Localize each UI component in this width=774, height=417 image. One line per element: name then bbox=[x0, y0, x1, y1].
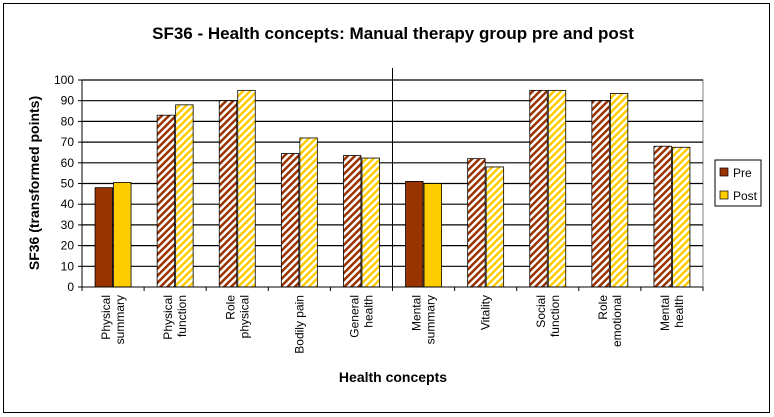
x-tick-label-line: Mental bbox=[658, 295, 672, 331]
x-tick-label-line: Social bbox=[534, 295, 548, 328]
x-tick-label: Generalhealth bbox=[347, 295, 375, 338]
legend-swatch-post bbox=[719, 190, 729, 200]
x-tick-label-line: health bbox=[672, 295, 686, 328]
x-tick-label-line: Role bbox=[596, 295, 610, 320]
bar-post bbox=[361, 157, 380, 288]
x-tick-label-line: summary bbox=[113, 295, 127, 344]
x-tick-label-line: Bodily pain bbox=[292, 295, 306, 354]
y-tick-label: 20 bbox=[61, 239, 75, 253]
bar-post bbox=[237, 89, 256, 288]
legend-swatch-pre bbox=[719, 167, 729, 177]
x-tick-label-line: health bbox=[361, 295, 375, 328]
y-tick-label: 40 bbox=[61, 197, 75, 211]
bar-post bbox=[672, 146, 691, 288]
x-tick-label: Vitality bbox=[479, 295, 493, 330]
x-tick-label-line: summary bbox=[424, 295, 438, 344]
y-tick-label: 50 bbox=[61, 177, 75, 191]
bar-pre bbox=[529, 89, 548, 288]
bar-pre bbox=[591, 100, 610, 288]
x-tick-label-line: Vitality bbox=[479, 295, 493, 330]
x-tick-label: Socialfunction bbox=[534, 295, 562, 337]
x-tick-label-line: Physical bbox=[161, 295, 175, 340]
y-tick-label: 70 bbox=[61, 135, 75, 149]
x-tick-label: Mentalsummary bbox=[410, 295, 438, 344]
bar-post bbox=[609, 93, 629, 288]
x-tick-label: Bodily pain bbox=[292, 295, 306, 354]
y-tick-label: 30 bbox=[61, 218, 75, 232]
y-tick-label: 60 bbox=[61, 156, 75, 170]
x-tick-label-line: physical bbox=[237, 295, 251, 338]
bar-post bbox=[547, 89, 567, 288]
x-tick-label-line: function bbox=[548, 295, 562, 337]
x-tick-label-line: function bbox=[175, 295, 189, 337]
y-axis-title: SF36 (transformed points) bbox=[26, 96, 42, 270]
bar-post bbox=[113, 182, 132, 288]
chart-title: SF36 - Health concepts: Manual therapy g… bbox=[152, 24, 634, 43]
x-axis-title: Health concepts bbox=[339, 369, 447, 385]
x-tick-label-line: General bbox=[347, 295, 361, 338]
bar-pre bbox=[218, 100, 238, 288]
y-tick-label: 10 bbox=[61, 259, 75, 273]
bar-post bbox=[485, 166, 505, 288]
bar-pre bbox=[405, 181, 424, 288]
legend: Pre Post bbox=[714, 159, 762, 207]
bar-post bbox=[423, 183, 442, 288]
y-tick-label: 0 bbox=[67, 280, 74, 294]
bar-pre bbox=[280, 153, 300, 288]
x-tick-label: Roleemotional bbox=[596, 295, 624, 347]
x-tick-label: Rolephysical bbox=[223, 295, 251, 339]
y-tick-label: 80 bbox=[61, 114, 75, 128]
bar-post bbox=[175, 104, 194, 288]
legend-label-pre: Pre bbox=[733, 166, 752, 180]
bar-pre bbox=[94, 187, 113, 288]
legend-label-post: Post bbox=[733, 189, 758, 203]
bar-pre bbox=[653, 145, 672, 288]
x-tick-label-line: Physical bbox=[99, 295, 113, 340]
bar-post bbox=[299, 137, 318, 288]
bar-pre bbox=[156, 114, 176, 288]
x-tick-label: Mentalhealth bbox=[658, 295, 686, 331]
y-tick-label: 90 bbox=[61, 94, 75, 108]
x-tick-label-line: emotional bbox=[610, 295, 624, 347]
bar-pre bbox=[467, 158, 486, 288]
y-tick-label: 100 bbox=[54, 73, 74, 87]
bar-pre bbox=[343, 155, 362, 288]
x-tick-label-line: Mental bbox=[410, 295, 424, 331]
x-tick-label: Physicalfunction bbox=[161, 295, 189, 340]
x-tick-label: Physicalsummary bbox=[99, 295, 127, 344]
x-tick-label-line: Role bbox=[223, 295, 237, 320]
